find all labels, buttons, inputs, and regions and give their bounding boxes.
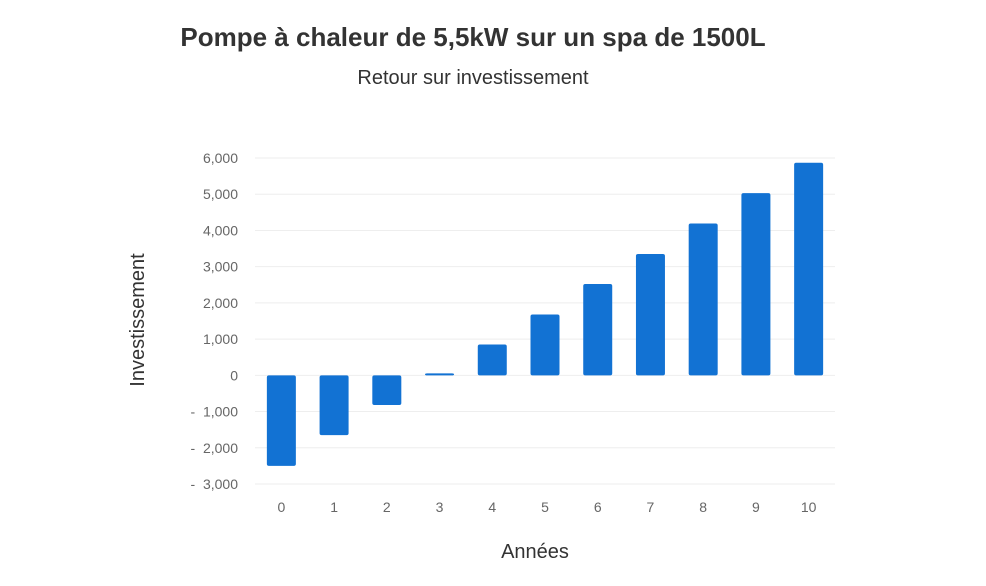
y-tick-label: 5,000 <box>203 186 238 202</box>
x-tick-label: 0 <box>277 499 285 515</box>
bar-1 <box>319 375 349 436</box>
bars <box>266 162 824 466</box>
y-tick-label: 3,000 <box>203 259 238 275</box>
y-axis-ticks: 6,000 5,000 4,000 3,000 2,000 1,000 0 - 1,000 - … <box>191 150 239 492</box>
y-tick-label: - 1,000 <box>191 404 239 420</box>
x-tick-label: 6 <box>594 499 602 515</box>
x-tick-label: 5 <box>541 499 549 515</box>
x-tick-label: 1 <box>330 499 338 515</box>
x-axis-ticks: 0 1 2 3 4 5 6 7 8 9 10 <box>277 499 816 515</box>
y-axis-title: Investissement <box>127 253 149 387</box>
y-tick-label: - 2,000 <box>191 440 239 456</box>
y-tick-label: 1,000 <box>203 331 238 347</box>
bar-2 <box>372 375 402 406</box>
bar-7 <box>635 253 665 376</box>
bar-10 <box>794 162 824 376</box>
x-tick-label: 7 <box>647 499 655 515</box>
bar-4 <box>477 344 507 376</box>
bar-3 <box>425 373 455 376</box>
x-tick-label: 9 <box>752 499 760 515</box>
bar-5 <box>530 314 560 376</box>
bar-9 <box>741 193 771 376</box>
y-tick-label: 4,000 <box>203 222 238 238</box>
chart-subtitle: Retour sur investissement <box>357 67 589 89</box>
chart-title: Pompe à chaleur de 5,5kW sur un spa de 1… <box>180 22 766 52</box>
bar-6 <box>583 284 613 376</box>
y-tick-label: 2,000 <box>203 295 238 311</box>
x-tick-label: 4 <box>488 499 496 515</box>
x-tick-label: 8 <box>699 499 707 515</box>
y-tick-label: 0 <box>230 367 238 383</box>
y-tick-label: - 3,000 <box>191 476 239 492</box>
y-tick-label: 6,000 <box>203 150 238 166</box>
x-tick-label: 2 <box>383 499 391 515</box>
x-tick-label: 3 <box>436 499 444 515</box>
x-axis-title: Années <box>501 541 569 563</box>
bar-0 <box>266 375 296 466</box>
x-tick-label: 10 <box>801 499 817 515</box>
bar-8 <box>688 223 718 376</box>
